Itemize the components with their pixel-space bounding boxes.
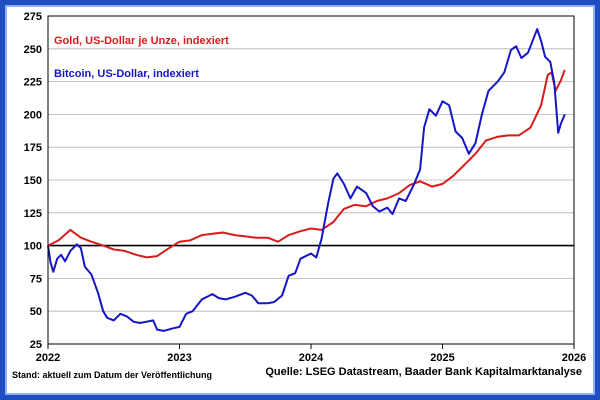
y-tick-label: 225 bbox=[24, 77, 42, 89]
y-tick-label: 200 bbox=[24, 109, 42, 121]
x-tick-label: 2023 bbox=[167, 352, 191, 364]
y-tick-label: 75 bbox=[30, 273, 42, 285]
source-note: Quelle: LSEG Datastream, Baader Bank Kap… bbox=[265, 366, 582, 378]
bitcoin-series-line bbox=[47, 28, 566, 332]
x-tick-label: 2025 bbox=[430, 352, 454, 364]
y-tick-label: 125 bbox=[24, 208, 42, 220]
y-tick-label: 150 bbox=[24, 175, 42, 187]
legend-item-bitcoin: Bitcoin, US-Dollar, indexiert bbox=[54, 68, 199, 80]
y-tick-label: 275 bbox=[24, 11, 42, 23]
legend: Gold, US-Dollar je Unze, indexiert Bitco… bbox=[54, 35, 229, 80]
legend-item-gold: Gold, US-Dollar je Unze, indexiert bbox=[54, 35, 229, 47]
y-tick-label: 25 bbox=[30, 339, 42, 351]
grid-lines bbox=[48, 15, 574, 345]
series-lines bbox=[47, 28, 566, 332]
date-note: Stand: aktuell zum Datum der Veröffentli… bbox=[12, 370, 213, 380]
x-tick-label: 2024 bbox=[299, 352, 324, 364]
x-tick-label: 2022 bbox=[36, 352, 60, 364]
y-tick-label: 100 bbox=[24, 241, 42, 253]
y-tick-label: 50 bbox=[30, 306, 42, 318]
gold-series-line bbox=[47, 69, 566, 259]
y-tick-label: 175 bbox=[24, 142, 42, 154]
x-tick-label: 2026 bbox=[562, 352, 586, 364]
y-tick-label: 250 bbox=[24, 44, 42, 56]
axis-ticks: 25 50 75 100 125 150 175 200 225 250 275 2022 2023 20… bbox=[24, 11, 587, 364]
